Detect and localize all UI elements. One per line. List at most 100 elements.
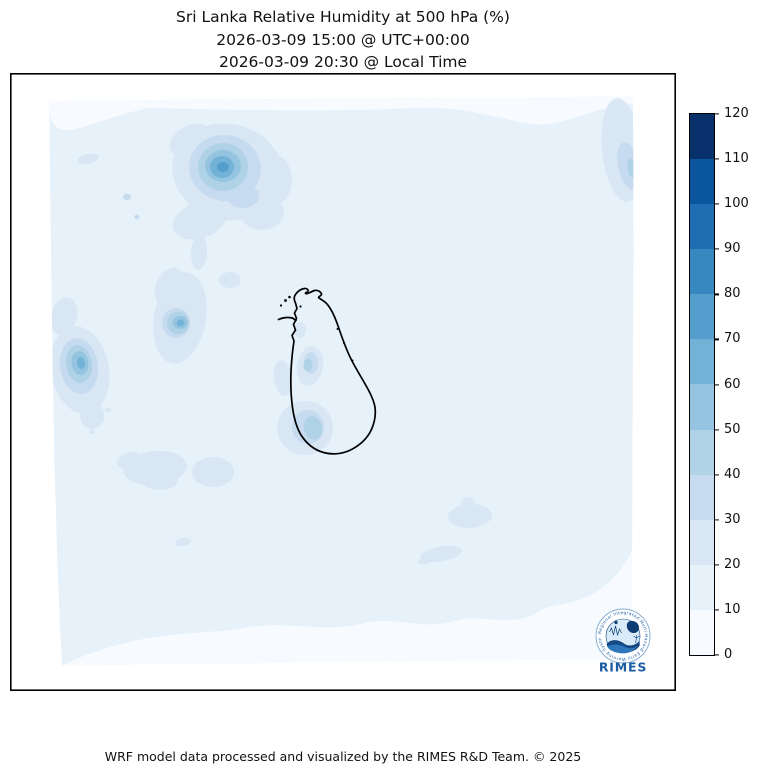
contour-ring [76, 357, 86, 369]
colorbar-tick-label: 70 [724, 331, 741, 347]
colorbar-band [690, 564, 714, 610]
colorbar-tick-mark [715, 293, 719, 295]
humidity-field [49, 96, 634, 666]
contour-ring [294, 322, 306, 338]
colorbar-tick-label: 100 [724, 196, 749, 212]
figure-title-line-2: 2026-03-09 15:00 @ UTC+00:00 [216, 30, 470, 49]
colorbar-band [690, 249, 714, 295]
colorbar-tick-label: 30 [724, 511, 741, 527]
colorbar-tick-mark [715, 383, 719, 386]
light-patches-south [116, 450, 234, 547]
colorbar-tick-mark [715, 158, 719, 160]
colorbar-band [690, 294, 714, 340]
contour-ring [105, 407, 111, 413]
humidity-patch-upper-right-edge [601, 98, 634, 202]
footer-credit: WRF model data processed and visualized … [104, 749, 582, 764]
colorbar-bands [690, 114, 714, 655]
light-patches-southeast [418, 497, 492, 565]
contour-ring [252, 154, 292, 206]
coastline-outline [289, 287, 377, 455]
low-band-bottom-fringe [62, 550, 633, 666]
colorbar: 0 10 20 30 40 50 60 70 80 90 100 110 120 [689, 106, 749, 662]
contour-ring [123, 193, 131, 201]
contour-ring [80, 401, 104, 429]
contour-ring [627, 158, 634, 178]
colorbar-band [690, 519, 714, 565]
humidity-patch-west-coast [273, 322, 324, 396]
colorbar-tick-mark [715, 474, 719, 476]
contour-ring [116, 451, 140, 469]
contour-ring [273, 360, 293, 396]
logo-wordmark: RIMES [599, 660, 647, 675]
colorbar-band [690, 114, 714, 160]
figure-title: Sri Lanka Relative Humidity at 500 hPa (… [10, 6, 676, 74]
contour-ring [303, 358, 313, 372]
contour-ring [96, 417, 104, 423]
contour-ring [219, 272, 241, 288]
colorbar-tick-label: 110 [724, 151, 749, 167]
coast-speck [351, 359, 354, 362]
colorbar-tick-mark [715, 203, 719, 205]
logo-seismograph-icon [609, 625, 622, 637]
sri-lanka-coastline [277, 287, 377, 455]
contour-ring [192, 457, 234, 487]
colorbar-tick-mark [715, 248, 719, 250]
contour-ring [461, 497, 475, 509]
islet [279, 304, 283, 307]
colorbar-band [690, 159, 714, 205]
contour-ring [448, 503, 492, 529]
map-plot: Regional Integrated Multi-Hazard Early W… [10, 73, 676, 691]
field-background [49, 96, 634, 666]
colorbar-tick-mark [715, 564, 719, 566]
contour-ring [217, 162, 229, 172]
figure-title-line-1: Sri Lanka Relative Humidity at 500 hPa (… [176, 8, 510, 26]
colorbar-tick-label: 120 [724, 106, 749, 122]
logo-wave-light [607, 644, 638, 654]
islet [288, 295, 291, 299]
colorbar-tick-mark [715, 113, 719, 115]
colorbar-tick-label: 90 [724, 241, 741, 257]
humidity-maximum-west [153, 267, 207, 364]
colorbar-tick-label: 40 [724, 466, 741, 482]
humidity-patch-southwest [277, 401, 333, 455]
low-band-top-fringe [49, 96, 633, 131]
islet [284, 299, 287, 302]
colorbar-tick-mark [715, 519, 719, 521]
colorbar-band [690, 384, 714, 430]
colorbar-tick-mark [715, 338, 719, 340]
colorbar-band [690, 609, 714, 655]
humidity-maximum-nw [169, 123, 292, 240]
colorbar-tick-mark [715, 654, 719, 656]
figure-title-line-3: 2026-03-09 20:30 @ Local Time [218, 53, 468, 71]
coast-speck [336, 328, 339, 330]
contour-ring [154, 267, 186, 307]
contour-ring [303, 416, 323, 440]
colorbar-ticks: 0 10 20 30 40 50 60 70 80 90 100 110 120 [690, 106, 749, 662]
coast-speck [343, 342, 345, 344]
contour-ring [50, 297, 78, 335]
islet [299, 305, 302, 308]
contour-ring [77, 153, 99, 165]
humidity-maximum-left-edge [50, 297, 111, 435]
colorbar-tick-label: 20 [724, 557, 741, 573]
colorbar-tick-label: 60 [724, 376, 741, 392]
contour-ring [142, 470, 178, 490]
contour-ring [172, 200, 228, 240]
colorbar-tick-label: 0 [724, 647, 733, 663]
logo-landmass [626, 620, 640, 634]
colorbar-tick-label: 50 [724, 421, 741, 437]
colorbar-band [690, 474, 714, 520]
colorbar-band [690, 339, 714, 385]
colorbar-tick-mark [715, 609, 719, 611]
contour-ring [227, 184, 259, 208]
colorbar-tick-label: 10 [724, 602, 741, 618]
colorbar-tick-label: 80 [724, 286, 741, 302]
colorbar-band [690, 429, 714, 475]
mannar-spur [277, 316, 297, 322]
colorbar-tick-mark [715, 428, 719, 431]
contour-ring [190, 234, 208, 270]
small-humidity-specks [77, 153, 241, 288]
logo-dot [614, 620, 618, 625]
logo-palm-icon [633, 635, 640, 644]
